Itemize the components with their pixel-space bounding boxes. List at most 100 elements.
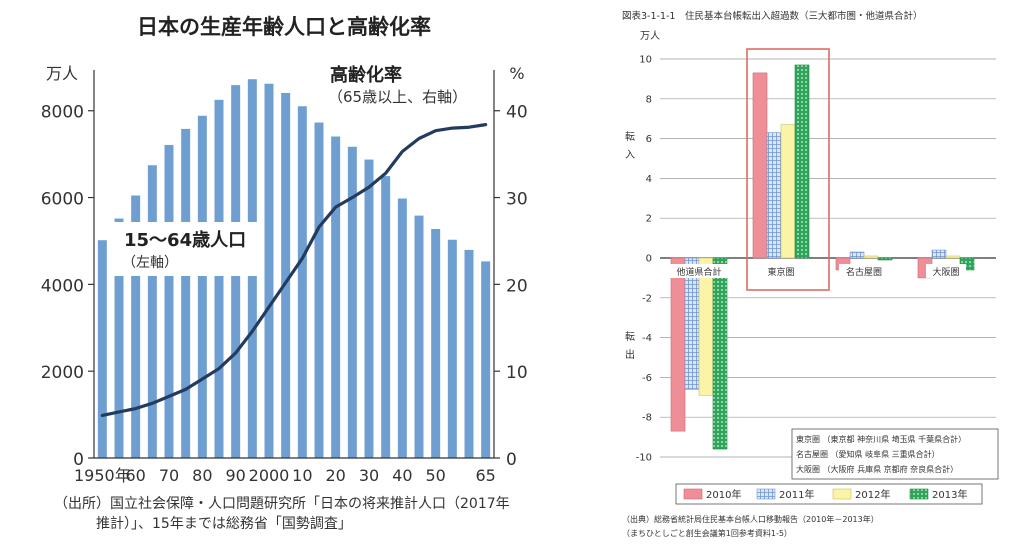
- population-bar: [381, 176, 391, 458]
- right-tick-label: 40: [506, 103, 528, 123]
- migration-bar: [794, 64, 810, 259]
- y-tick-label: 0: [646, 254, 652, 265]
- y-tick-label: 8: [646, 94, 652, 105]
- population-bar: [264, 83, 274, 459]
- population-bar: [181, 128, 191, 458]
- population-bar: [114, 218, 124, 458]
- category-label: 東京圏: [767, 266, 794, 278]
- x-tick-label: 10: [292, 466, 312, 485]
- population-bar: [147, 165, 157, 458]
- legend-swatch: [756, 488, 776, 500]
- category-labels: 他道県合計 東京圏 名古屋圏 大阪圏: [669, 264, 966, 278]
- line-series: [100, 123, 488, 418]
- category-label-bg: [761, 264, 801, 278]
- population-bar: [214, 99, 224, 458]
- migration-chart-svg: 図表3-1-1-1 住民基本台帳転出入超過数（三大都市圏・他道県合計） 万人 転…: [622, 10, 999, 538]
- legend-box: [675, 483, 983, 505]
- population-bar: [197, 115, 207, 458]
- source-line-2: （まちひとしごと創生会議第1回参考資料1-5）: [622, 528, 792, 538]
- source-line-2: 推計）」、15年までは総務省「国勢調査」: [96, 516, 352, 532]
- left-tick-label: 8000: [41, 103, 84, 123]
- legend-label: 2011年: [779, 488, 814, 501]
- tick-labels: -10 -8 -6 -4 -2 0 2 4 6 8 10: [636, 55, 652, 464]
- highlight-box: [746, 48, 830, 291]
- population-bar: [397, 198, 407, 458]
- y-tick-label: -10: [636, 453, 652, 464]
- migration-bar: [959, 257, 975, 271]
- annotation-line-2: 名古屋圏 （愛知県 岐阜県 三重県合計）: [796, 449, 940, 459]
- population-bar: [481, 261, 491, 458]
- left-tick-label: 0: [73, 450, 84, 470]
- y-tick-label: -2: [642, 293, 652, 304]
- population-bar: [347, 146, 357, 458]
- migration-bar: [766, 132, 782, 259]
- right-tick-label: 30: [506, 190, 528, 210]
- x-tick-label: 2000: [249, 466, 290, 485]
- population-bar: [314, 122, 324, 458]
- population-bar: [281, 92, 291, 458]
- x-tick-label: 20: [325, 466, 345, 485]
- legend-swatch: [909, 488, 929, 500]
- population-chart: 日本の生産年齢人口と高齢化率 万人 % 0 2000 4000 6000 8000 0 10…: [41, 15, 528, 532]
- migration-bar: [863, 255, 879, 259]
- y-tick-label: 4: [646, 174, 652, 185]
- migration-bar: [945, 255, 961, 259]
- left-tick-label: 2000: [41, 363, 84, 383]
- category-label-bg: [669, 264, 729, 278]
- y-tick-label: -8: [642, 413, 652, 424]
- ylabel-negative-1: 転: [625, 331, 635, 343]
- population-bar: [447, 239, 457, 458]
- migration-bar: [780, 124, 796, 259]
- migration-bar: [877, 257, 893, 261]
- line-series-note: （65歳以上、右軸）: [328, 88, 467, 106]
- category-label-bg: [839, 264, 889, 278]
- y-tick-label: 2: [646, 214, 652, 225]
- right-axis-unit: %: [509, 64, 524, 83]
- source-line-1: （出所）国立社会保障・人口問題研究所「日本の将来推計人口（2017年: [54, 496, 510, 512]
- right-tick-label: 0: [506, 450, 517, 470]
- left-tick-label: 4000: [41, 276, 84, 296]
- ylabel-positive-1: 転: [625, 131, 635, 143]
- annotation-box: [791, 428, 999, 480]
- legend-swatch: [683, 488, 703, 500]
- source-line-1: （出典）総務省統計局住民基本台帳人口移動報告（2010年－2013年）: [622, 514, 879, 524]
- legend-swatch: [832, 488, 852, 500]
- migration-bar: [698, 257, 714, 396]
- x-tick-label: 1950年: [74, 466, 131, 485]
- aging-rate-line: [100, 123, 488, 418]
- x-tick-label: 65: [475, 466, 495, 485]
- y-tick-label: -6: [642, 373, 652, 384]
- x-tick-label: 40: [392, 466, 412, 485]
- migration-bar: [931, 249, 947, 259]
- migration-chart: 図表3-1-1-1 住民基本台帳転出入超過数（三大都市圏・他道県合計） 万人 転…: [560, 0, 1024, 544]
- category-label-bg: [926, 264, 966, 278]
- right-tick-label: 10: [506, 363, 528, 383]
- migration-bar: [752, 72, 768, 259]
- left-tick-label: 6000: [41, 190, 84, 210]
- y-tick-label: -4: [642, 333, 652, 344]
- left-axis-unit: 万人: [46, 64, 78, 83]
- migration-bar: [670, 257, 686, 432]
- bar-label-box: [112, 222, 262, 276]
- population-chart-svg: 日本の生産年齢人口と高齢化率 万人 % 0 2000 4000 6000 8000 0 10…: [41, 15, 528, 485]
- annotation-line-1: 東京圏 （東京都 神奈川県 埼玉県 千葉県合計）: [796, 434, 966, 444]
- category-label: 他道県合計: [676, 266, 721, 278]
- category-label: 名古屋圏: [846, 266, 882, 278]
- population-bar: [164, 144, 174, 458]
- bar-series-note: （左軸）: [122, 255, 178, 271]
- x-tick-label: 80: [192, 466, 212, 485]
- population-bar: [297, 106, 307, 458]
- y-tick-label: 10: [639, 55, 652, 66]
- population-bar: [331, 136, 341, 458]
- ylabel-negative-2: 出: [625, 348, 635, 361]
- legend: 2010年 2011年 2012年 2013年: [675, 483, 983, 505]
- ylabel-positive-2: 入: [625, 150, 635, 161]
- population-bar: [364, 159, 374, 458]
- migration-bar: [849, 251, 865, 259]
- population-bar: [464, 249, 474, 458]
- x-tick-label: 30: [359, 466, 379, 485]
- legend-label: 2010年: [706, 488, 741, 501]
- population-bar: [414, 215, 424, 458]
- annotation-line-3: 大阪圏 （大阪府 兵庫県 京都府 奈良県合計）: [796, 464, 958, 474]
